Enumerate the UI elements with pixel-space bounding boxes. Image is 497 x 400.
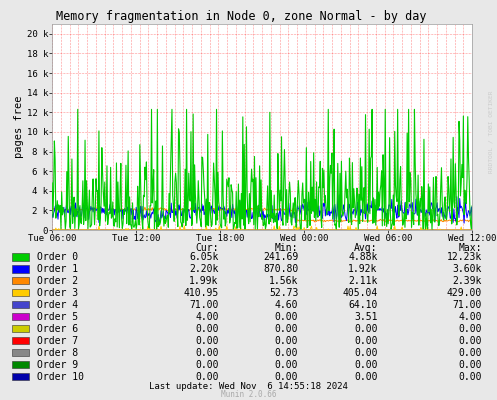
Text: 4.60: 4.60 xyxy=(275,300,298,310)
Text: 71.00: 71.00 xyxy=(189,300,219,310)
Text: Order 7: Order 7 xyxy=(37,336,79,346)
Text: RRDTOOL / TOBI OETIKER: RRDTOOL / TOBI OETIKER xyxy=(488,91,493,173)
Text: Order 9: Order 9 xyxy=(37,360,79,370)
Text: 0.00: 0.00 xyxy=(354,324,378,334)
Bar xyxy=(12,289,29,296)
Text: 0.00: 0.00 xyxy=(195,360,219,370)
Text: Order 2: Order 2 xyxy=(37,276,79,286)
Text: 3.51: 3.51 xyxy=(354,312,378,322)
Bar xyxy=(12,373,29,380)
Text: 0.00: 0.00 xyxy=(459,324,482,334)
Text: 0.00: 0.00 xyxy=(275,324,298,334)
Text: Order 5: Order 5 xyxy=(37,312,79,322)
Text: Max:: Max: xyxy=(459,243,482,253)
Text: 0.00: 0.00 xyxy=(354,348,378,358)
Bar xyxy=(12,313,29,320)
Title: Memory fragmentation in Node 0, zone Normal - by day: Memory fragmentation in Node 0, zone Nor… xyxy=(56,10,426,23)
Text: 3.60k: 3.60k xyxy=(453,264,482,274)
Text: 1.92k: 1.92k xyxy=(348,264,378,274)
Bar xyxy=(12,361,29,368)
Text: 0.00: 0.00 xyxy=(275,336,298,346)
Text: 410.95: 410.95 xyxy=(183,288,219,298)
Bar xyxy=(12,301,29,308)
Text: Order 1: Order 1 xyxy=(37,264,79,274)
Text: 0.00: 0.00 xyxy=(459,372,482,382)
Bar xyxy=(12,337,29,344)
Text: 0.00: 0.00 xyxy=(195,336,219,346)
Text: Cur:: Cur: xyxy=(195,243,219,253)
Text: 1.56k: 1.56k xyxy=(269,276,298,286)
Text: 1.99k: 1.99k xyxy=(189,276,219,286)
Y-axis label: pages free: pages free xyxy=(14,96,24,158)
Text: Avg:: Avg: xyxy=(354,243,378,253)
Text: 0.00: 0.00 xyxy=(195,372,219,382)
Text: Order 0: Order 0 xyxy=(37,252,79,262)
Text: 12.23k: 12.23k xyxy=(447,252,482,262)
Text: 0.00: 0.00 xyxy=(459,336,482,346)
Text: 4.88k: 4.88k xyxy=(348,252,378,262)
Text: 429.00: 429.00 xyxy=(447,288,482,298)
Bar xyxy=(12,349,29,356)
Text: 870.80: 870.80 xyxy=(263,264,298,274)
Text: 0.00: 0.00 xyxy=(459,360,482,370)
Text: 4.00: 4.00 xyxy=(459,312,482,322)
Bar xyxy=(12,265,29,272)
Text: 4.00: 4.00 xyxy=(195,312,219,322)
Text: Order 4: Order 4 xyxy=(37,300,79,310)
Text: 0.00: 0.00 xyxy=(275,312,298,322)
Text: 0.00: 0.00 xyxy=(354,360,378,370)
Text: Last update: Wed Nov  6 14:55:18 2024: Last update: Wed Nov 6 14:55:18 2024 xyxy=(149,382,348,391)
Bar xyxy=(12,253,29,260)
Text: 0.00: 0.00 xyxy=(275,360,298,370)
Text: 241.69: 241.69 xyxy=(263,252,298,262)
Text: Order 8: Order 8 xyxy=(37,348,79,358)
Bar xyxy=(12,325,29,332)
Text: 6.05k: 6.05k xyxy=(189,252,219,262)
Text: 2.11k: 2.11k xyxy=(348,276,378,286)
Text: 405.04: 405.04 xyxy=(342,288,378,298)
Text: Order 10: Order 10 xyxy=(37,372,84,382)
Text: 52.73: 52.73 xyxy=(269,288,298,298)
Text: 0.00: 0.00 xyxy=(354,336,378,346)
Text: 0.00: 0.00 xyxy=(459,348,482,358)
Text: 71.00: 71.00 xyxy=(453,300,482,310)
Text: 0.00: 0.00 xyxy=(195,348,219,358)
Text: Munin 2.0.66: Munin 2.0.66 xyxy=(221,390,276,399)
Text: 64.10: 64.10 xyxy=(348,300,378,310)
Text: 0.00: 0.00 xyxy=(354,372,378,382)
Text: 0.00: 0.00 xyxy=(275,348,298,358)
Text: Order 3: Order 3 xyxy=(37,288,79,298)
Text: Min:: Min: xyxy=(275,243,298,253)
Text: 2.20k: 2.20k xyxy=(189,264,219,274)
Text: 0.00: 0.00 xyxy=(195,324,219,334)
Bar xyxy=(12,277,29,284)
Text: 0.00: 0.00 xyxy=(275,372,298,382)
Text: Order 6: Order 6 xyxy=(37,324,79,334)
Text: 2.39k: 2.39k xyxy=(453,276,482,286)
